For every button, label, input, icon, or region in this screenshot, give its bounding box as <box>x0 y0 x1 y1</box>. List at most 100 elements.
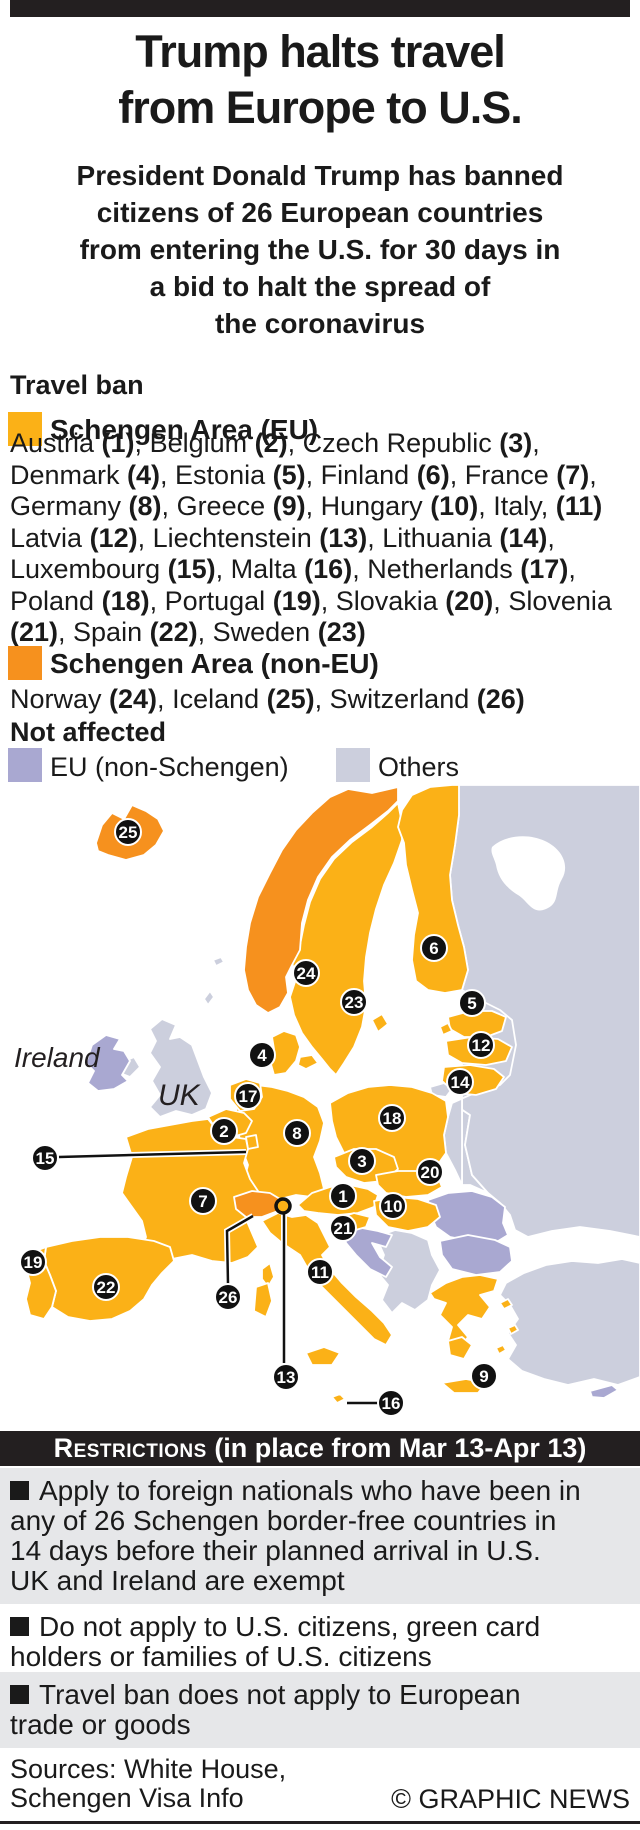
svg-text:13: 13 <box>277 1368 296 1387</box>
map-marker-26: 26 <box>214 1283 242 1311</box>
map-marker-15: 15 <box>31 1144 59 1172</box>
svg-text:8: 8 <box>292 1124 301 1143</box>
map-marker-2: 2 <box>210 1117 238 1145</box>
map-marker-14: 14 <box>446 1068 474 1096</box>
black-sea <box>518 1237 640 1273</box>
restrictions-title: Restrictions <box>53 1433 207 1463</box>
map-marker-21: 21 <box>329 1214 357 1242</box>
bullet-square-icon <box>10 1481 29 1500</box>
restrictions-header-bar: Restrictions (in place from Mar 13-Apr 1… <box>0 1431 640 1466</box>
legend-swatch-others <box>336 748 370 782</box>
svg-text:11: 11 <box>311 1263 329 1282</box>
credit-text: © GRAPHIC NEWS <box>391 1784 630 1814</box>
legend-label-schengen-eu: Schengen Area (EU) <box>50 414 319 445</box>
svg-text:20: 20 <box>421 1163 440 1182</box>
country-romania <box>427 1190 509 1244</box>
denmark-islands <box>297 1054 319 1070</box>
map-marker-24: 24 <box>292 959 320 987</box>
svg-text:26: 26 <box>219 1288 238 1307</box>
legend-label-schengen-non-eu: Schengen Area (non-EU) <box>50 648 379 679</box>
restriction-bullet-1: Apply to foreign nationals who have been… <box>0 1468 640 1604</box>
faroe-islands <box>212 956 225 967</box>
country-uk <box>149 1018 213 1118</box>
leader-line-26 <box>225 1214 254 1285</box>
country-cyprus <box>589 1384 619 1399</box>
country-number-markers: 1234567891011121314151617181920212223242… <box>19 818 498 1417</box>
map-marker-16: 16 <box>377 1389 405 1417</box>
svg-text:24: 24 <box>297 964 316 983</box>
restriction-bullet-2: Do not apply to U.S. citizens, green car… <box>10 1611 541 1672</box>
schengen-eu-country-list: Austria (1), Belgium (2), Czech Republic… <box>10 428 612 647</box>
europe-map: 1 2 3 4 5 6 7 8 9 10 11 12 13 14 15 16 17 18 19 20 21 22 23 24 2… <box>0 784 640 1430</box>
country-finland <box>397 784 469 994</box>
country-turkey <box>499 1258 640 1386</box>
svg-text:2: 2 <box>219 1122 228 1141</box>
svg-text:22: 22 <box>97 1278 116 1297</box>
bullet-square-icon <box>10 1617 29 1636</box>
svg-text:14: 14 <box>451 1073 470 1092</box>
legend-swatch-schengen-non-eu <box>8 646 42 680</box>
svg-text:9: 9 <box>479 1367 488 1386</box>
country-croatia <box>343 1227 393 1278</box>
map-marker-9: 9 <box>470 1362 498 1390</box>
map-marker-5: 5 <box>458 989 486 1017</box>
country-greece <box>429 1274 499 1350</box>
restriction-bullet-3: Travel ban does not apply to European tra… <box>0 1672 640 1748</box>
page-title: Trump halts travel from Europe to U.S. <box>118 26 523 133</box>
map-marker-4: 4 <box>248 1041 276 1069</box>
island-sardinia <box>253 1282 273 1318</box>
page-subtitle: President Donald Trump has banned citizen… <box>76 160 564 339</box>
map-marker-17: 17 <box>234 1082 262 1110</box>
top-rule-bar <box>10 0 630 17</box>
country-malta <box>331 1393 346 1404</box>
svg-text:5: 5 <box>467 994 476 1013</box>
map-marker-12: 12 <box>467 1031 495 1059</box>
travel-ban-heading: Travel ban <box>10 370 144 400</box>
white-sea <box>491 836 566 911</box>
svg-text:19: 19 <box>24 1253 43 1272</box>
map-marker-11: 11 <box>306 1258 334 1286</box>
map-marker-7: 7 <box>189 1187 217 1215</box>
map-marker-13: 13 <box>272 1363 300 1391</box>
svg-text:1: 1 <box>338 1187 347 1206</box>
map-marker-19: 19 <box>19 1248 47 1276</box>
country-sweden <box>289 802 403 1076</box>
legend-swatch-eu-non-schengen <box>8 748 42 782</box>
country-ireland <box>85 1034 131 1092</box>
map-marker-6: 6 <box>420 934 448 962</box>
legend-swatch-schengen-eu <box>8 412 42 446</box>
island-corsica <box>261 1262 275 1288</box>
restrictions-title-suffix: (in place from Mar 13-Apr 13) <box>206 1433 587 1463</box>
not-affected-heading: Not affected <box>10 717 167 747</box>
svg-text:6: 6 <box>429 939 438 958</box>
map-marker-25: 25 <box>114 818 142 846</box>
leader-line-15 <box>58 1150 247 1159</box>
map-label-ireland: Ireland <box>14 1042 101 1073</box>
map-marker-1: 1 <box>329 1182 357 1210</box>
estonia-islands <box>439 1022 453 1036</box>
bottom-rule-bar <box>0 1821 640 1824</box>
map-marker-8: 8 <box>283 1119 311 1147</box>
shetland-islands <box>203 990 215 1006</box>
svg-text:4: 4 <box>257 1046 267 1065</box>
island-gotland <box>371 1013 389 1033</box>
bullet-square-icon <box>10 1685 29 1704</box>
map-marker-20: 20 <box>416 1158 444 1186</box>
sources-text: Sources: White House, Schengen Visa Info <box>10 1754 287 1813</box>
svg-text:15: 15 <box>36 1149 55 1168</box>
legend-label-others: Others <box>378 752 460 782</box>
greek-islets <box>495 1298 519 1355</box>
svg-text:7: 7 <box>198 1192 207 1211</box>
map-marker-3: 3 <box>348 1147 376 1175</box>
svg-text:16: 16 <box>382 1394 401 1413</box>
map-marker-23: 23 <box>340 988 368 1016</box>
svg-text:21: 21 <box>334 1219 353 1238</box>
svg-text:3: 3 <box>357 1152 366 1171</box>
map-label-uk: UK <box>158 1079 202 1112</box>
country-switzerland <box>233 1190 281 1218</box>
map-marker-18: 18 <box>378 1104 406 1132</box>
greece-peloponnese <box>447 1336 473 1360</box>
svg-text:23: 23 <box>345 993 364 1012</box>
svg-text:18: 18 <box>383 1109 402 1128</box>
map-marker-10: 10 <box>379 1192 407 1220</box>
